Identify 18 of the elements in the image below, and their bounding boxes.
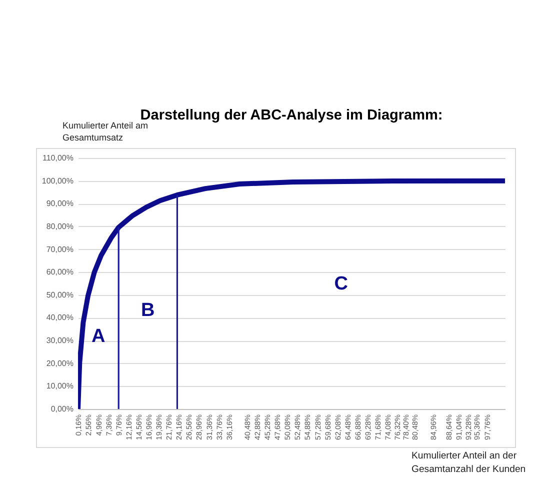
y-tick-label: 10,00%: [46, 382, 74, 391]
annotation: B: [141, 300, 155, 321]
y-tick-label: 110,00%: [42, 154, 74, 162]
x-axis-title: Kumulierter Anteil an der Gesamtanzahl der Kunden: [412, 450, 526, 475]
y-tick-label: 50,00%: [46, 290, 74, 300]
y-tick-label: 70,00%: [46, 244, 74, 254]
y-tick-label: 90,00%: [46, 199, 74, 208]
y-tick-label: 100,00%: [42, 176, 74, 186]
y-axis-title: Kumulierter Anteil am Gesamtumsatz: [62, 120, 148, 142]
chart-title: Darstellung der ABC-Analyse im Diagramm:: [140, 108, 443, 124]
y-tick-label: 60,00%: [46, 268, 74, 277]
annotation: C: [334, 274, 348, 294]
y-tick-label: 30,00%: [46, 336, 74, 346]
annotation: A: [91, 326, 106, 348]
y-tick-label: 0,00%: [50, 404, 74, 414]
y-tick-label: 20,00%: [46, 358, 74, 368]
y-tick-label: 40,00%: [46, 313, 74, 322]
y-tick-label: 80,00%: [46, 222, 74, 231]
